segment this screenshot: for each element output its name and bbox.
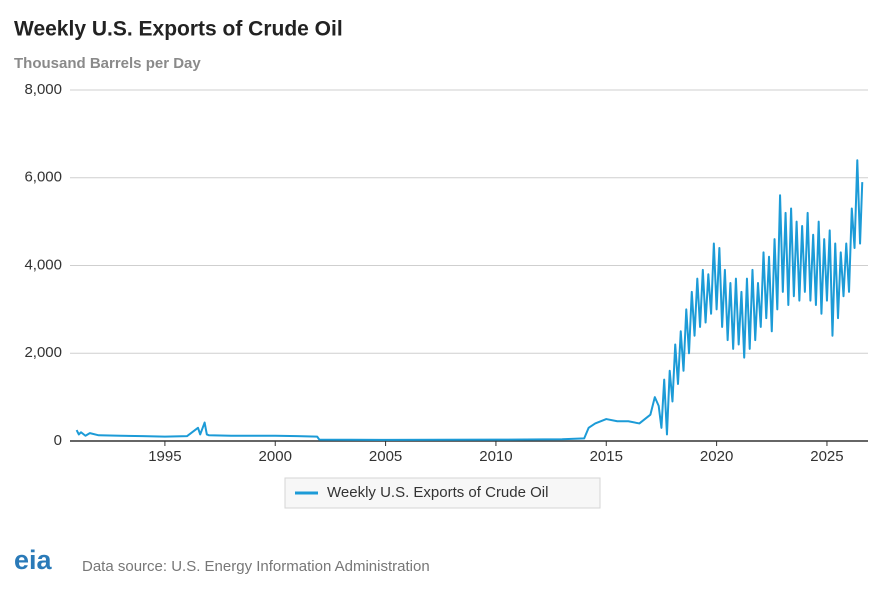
legend-box (284, 477, 601, 509)
x-tick-label: 1995 (148, 448, 181, 465)
data-line (75, 159, 864, 441)
y-tick-label: 2,000 (24, 344, 62, 361)
x-tick-label: 2015 (590, 448, 623, 465)
y-tick-label: 6,000 (24, 169, 62, 186)
source-note: Data source: U.S. Energy Information Adm… (82, 558, 430, 575)
y-tick-label: 4,000 (24, 256, 62, 273)
legend-label: Weekly U.S. Exports of Crude Oil (327, 484, 548, 501)
x-tick-label: 2010 (479, 448, 512, 465)
x-tick-label: 2005 (369, 448, 402, 465)
y-tick-label: 0 (54, 432, 62, 449)
x-tick-label: 2025 (810, 448, 843, 465)
chart-subtitle: Thousand Barrels per Day (14, 55, 201, 72)
y-tick-label: 8,000 (24, 81, 62, 98)
x-tick-label: 2000 (259, 448, 292, 465)
logo: eia (14, 545, 53, 575)
chart-title: Weekly U.S. Exports of Crude Oil (14, 18, 343, 41)
x-tick-label: 2020 (700, 448, 733, 465)
